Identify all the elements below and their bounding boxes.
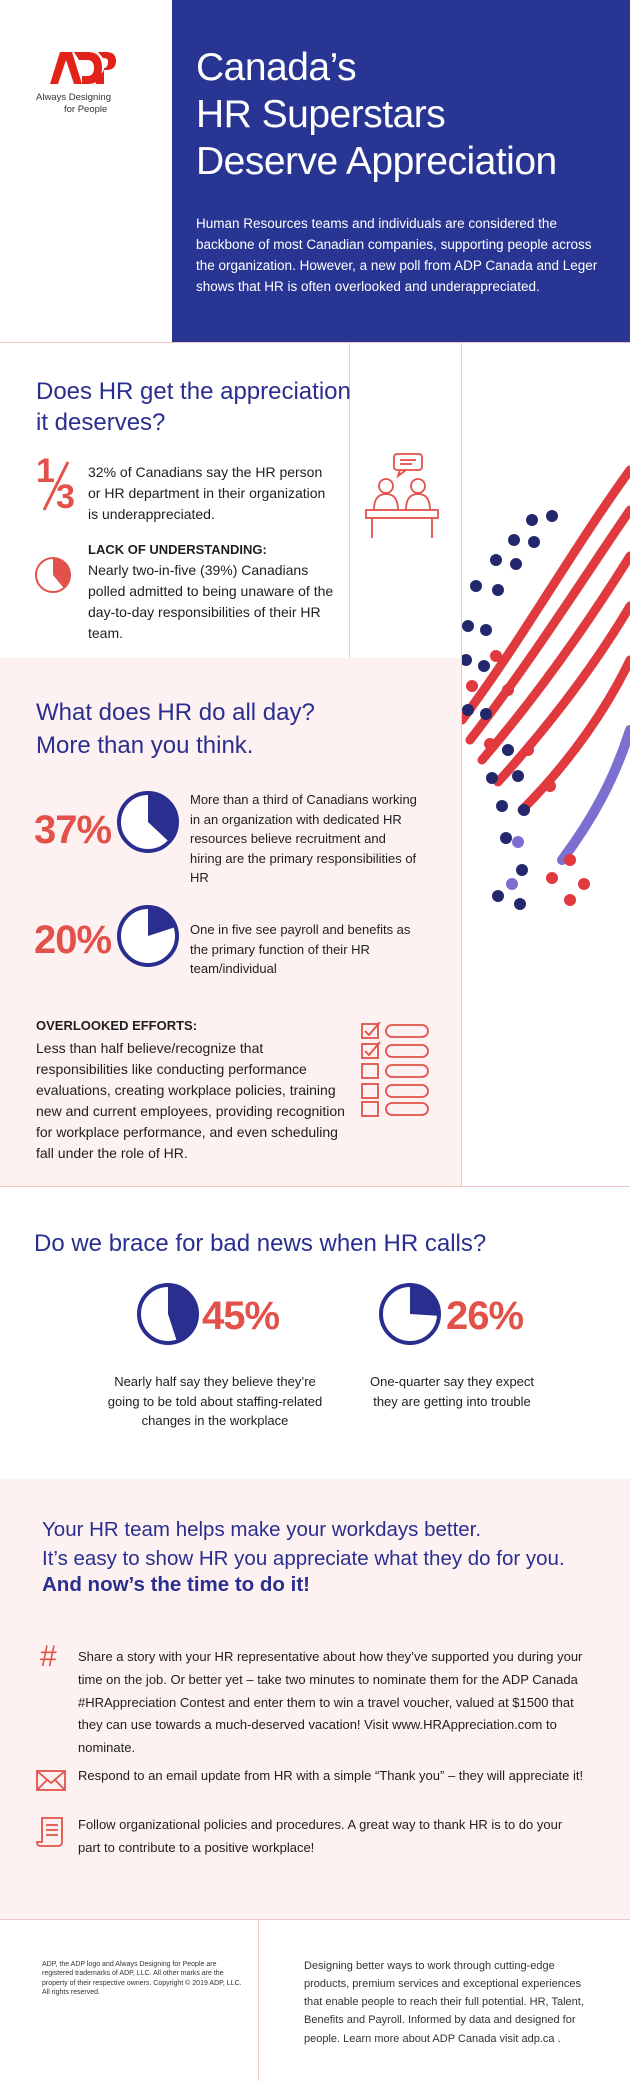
stat-20-percent: 20%	[34, 918, 112, 962]
envelope-icon	[36, 1770, 66, 1791]
section2-title-line1: What does HR do all day?	[36, 699, 315, 726]
tagline-line1: Always Designing	[36, 92, 111, 103]
divider	[258, 1919, 259, 2081]
title-line-2: HR Superstars	[196, 93, 446, 136]
divider	[0, 1186, 630, 1187]
decorative-streaks	[462, 465, 630, 910]
stat-45-percent: 45%	[202, 1294, 280, 1338]
section4-heading-line2: It’s easy to show HR you appreciate what…	[42, 1547, 565, 1570]
logo-panel: Always Designing for People	[0, 0, 172, 342]
stat-unaware: Nearly two-in-five (39%) Canadians polle…	[88, 562, 334, 641]
pie-chart-45	[137, 1283, 199, 1345]
fraction-numerator: 1	[36, 452, 55, 490]
pie-chart-26	[379, 1283, 441, 1345]
section3-title: Do we brace for bad news when HR calls?	[34, 1230, 487, 1257]
page-title: Canada’s HR Superstars Deserve Appreciat…	[196, 44, 616, 185]
section1-title: Does HR get the appreciation it deserves…	[36, 378, 351, 436]
header-banner	[172, 0, 630, 342]
title-line-3: Deserve Appreciation	[196, 140, 557, 183]
meeting-icon	[365, 453, 439, 538]
stat-underappreciated: 32% of Canadians say the HR person or HR…	[88, 464, 326, 522]
footer-legal: ADP, the ADP logo and Always Designing f…	[42, 1961, 242, 1997]
checklist-icon	[361, 1022, 429, 1117]
overlooked-heading: OVERLOOKED EFFORTS:	[36, 1018, 198, 1033]
pie-wedge	[410, 1285, 439, 1316]
section4-heading: Your HR team helps make your workdays be…	[42, 1515, 612, 1573]
section4-heading-line1: Your HR team helps make your workdays be…	[42, 1518, 482, 1541]
tagline-line2: for People	[64, 104, 108, 115]
title-line-1: Canada’s	[196, 46, 357, 89]
lack-understanding-heading: LACK OF UNDERSTANDING:	[88, 542, 267, 557]
fraction-slash-icon	[42, 461, 70, 511]
pie-chart-icon	[35, 557, 71, 593]
stat-staffing-changes: Nearly half say they believe they’re goi…	[107, 1374, 323, 1428]
stat-26-percent: 26%	[446, 1294, 524, 1338]
fraction-denominator: 3	[56, 478, 75, 516]
pie-wedge	[148, 907, 176, 936]
footer-about: Designing better ways to work through cu…	[304, 1960, 584, 2045]
hashtag-icon: #	[40, 1640, 57, 1673]
section4-call-to-action: And now’s the time to do it!	[42, 1573, 310, 1596]
divider	[0, 342, 630, 343]
scroll-document-icon	[36, 1817, 63, 1847]
stat-trouble: One-quarter say they expect they are get…	[369, 1374, 535, 1409]
section2-title: What does HR do all day? More than you t…	[36, 696, 416, 762]
overlooked-text: Less than half believe/recognize that re…	[36, 1040, 345, 1161]
stat-payroll: One in five see payroll and benefits as …	[190, 922, 411, 976]
stat-recruitment: More than a third of Canadians working i…	[190, 792, 417, 885]
section4-background	[0, 1479, 630, 1919]
adp-logo	[50, 52, 116, 84]
section2-title-line2: More than you think.	[36, 732, 254, 759]
one-third-fraction: 1 3	[34, 452, 78, 516]
tip-nominate: Share a story with your HR representativ…	[78, 1649, 583, 1755]
tip-thank-you: Respond to an email update from HR with …	[78, 1768, 584, 1783]
pie-chart-20	[117, 905, 179, 967]
intro-paragraph: Human Resources teams and individuals ar…	[196, 216, 598, 294]
pie-wedge	[148, 793, 177, 842]
stat-37-percent: 37%	[34, 808, 112, 852]
pie-wedge	[53, 558, 70, 589]
divider	[0, 1919, 630, 1920]
section2-background	[0, 658, 461, 1186]
divider	[349, 342, 350, 658]
tip-follow-policies: Follow organizational policies and proce…	[78, 1817, 563, 1855]
pie-chart-37	[117, 791, 179, 853]
pie-wedge	[168, 1285, 197, 1342]
divider	[461, 342, 462, 1186]
